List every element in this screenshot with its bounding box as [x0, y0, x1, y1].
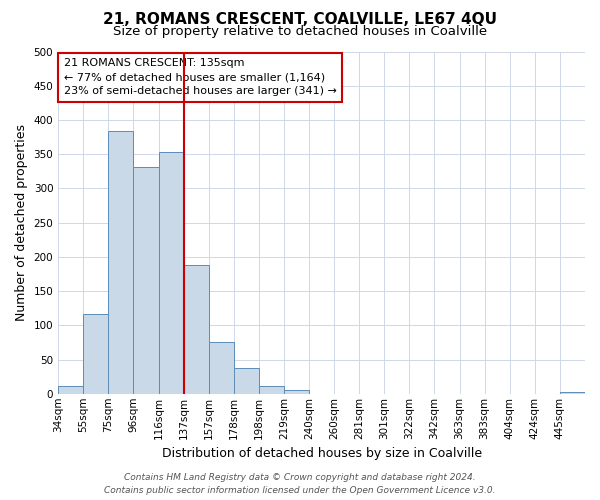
Bar	[158, 152, 184, 394]
Bar	[83, 314, 109, 394]
Text: 21, ROMANS CRESCENT, COALVILLE, LE67 4QU: 21, ROMANS CRESCENT, COALVILLE, LE67 4QU	[103, 12, 497, 28]
Bar	[109, 131, 133, 394]
Bar	[284, 390, 309, 394]
Text: 21 ROMANS CRESCENT: 135sqm
← 77% of detached houses are smaller (1,164)
23% of s: 21 ROMANS CRESCENT: 135sqm ← 77% of deta…	[64, 58, 337, 96]
Bar	[184, 265, 209, 394]
Bar	[58, 386, 83, 394]
Y-axis label: Number of detached properties: Number of detached properties	[15, 124, 28, 321]
Bar	[133, 167, 158, 394]
Bar	[209, 342, 234, 394]
X-axis label: Distribution of detached houses by size in Coalville: Distribution of detached houses by size …	[161, 447, 482, 460]
Bar	[259, 386, 284, 394]
Bar	[234, 368, 259, 394]
Bar	[560, 392, 585, 394]
Text: Contains HM Land Registry data © Crown copyright and database right 2024.
Contai: Contains HM Land Registry data © Crown c…	[104, 473, 496, 495]
Text: Size of property relative to detached houses in Coalville: Size of property relative to detached ho…	[113, 25, 487, 38]
